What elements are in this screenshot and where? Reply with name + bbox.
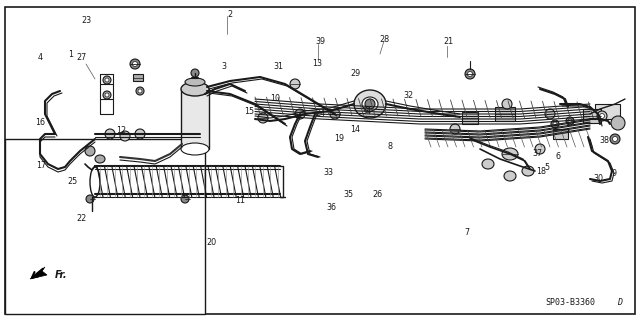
Bar — [553, 129, 568, 139]
Bar — [495, 107, 515, 121]
Text: 13: 13 — [312, 59, 322, 68]
Ellipse shape — [504, 171, 516, 181]
Ellipse shape — [535, 144, 545, 154]
Ellipse shape — [181, 143, 209, 155]
Text: 25: 25 — [67, 177, 77, 186]
Ellipse shape — [330, 109, 340, 119]
Text: 22: 22 — [77, 214, 87, 223]
Text: 32: 32 — [403, 91, 413, 100]
Ellipse shape — [502, 148, 518, 160]
Circle shape — [105, 78, 109, 82]
Circle shape — [610, 134, 620, 144]
Text: 33: 33 — [323, 168, 333, 177]
Text: 29: 29 — [350, 69, 360, 78]
Ellipse shape — [611, 116, 625, 130]
Text: 28: 28 — [379, 35, 389, 44]
Text: SP03-B3360: SP03-B3360 — [545, 298, 595, 307]
Text: 17: 17 — [36, 161, 47, 170]
Text: 24: 24 — [315, 109, 325, 118]
Text: 19: 19 — [334, 134, 344, 143]
Text: 18: 18 — [536, 167, 546, 176]
Circle shape — [551, 120, 559, 128]
Ellipse shape — [295, 109, 305, 119]
Ellipse shape — [95, 155, 105, 163]
Circle shape — [105, 93, 109, 97]
Text: 16: 16 — [35, 118, 45, 127]
Circle shape — [130, 59, 140, 69]
Text: 39: 39 — [315, 37, 325, 46]
Text: 15: 15 — [244, 107, 255, 116]
Circle shape — [136, 87, 144, 95]
Bar — [181, 89, 209, 149]
Ellipse shape — [597, 111, 607, 121]
Text: 8: 8 — [388, 142, 393, 151]
Circle shape — [612, 137, 618, 142]
Circle shape — [553, 122, 557, 126]
Circle shape — [600, 114, 605, 118]
Text: 38: 38 — [600, 136, 610, 145]
Ellipse shape — [185, 78, 205, 86]
Text: 1: 1 — [68, 50, 73, 59]
Circle shape — [138, 89, 142, 93]
Text: 21: 21 — [443, 37, 453, 46]
Ellipse shape — [522, 166, 534, 176]
Polygon shape — [30, 267, 47, 279]
Bar — [5, 139, 205, 314]
Circle shape — [132, 62, 138, 66]
Text: 14: 14 — [350, 125, 360, 134]
Text: 37: 37 — [532, 149, 543, 158]
Bar — [462, 112, 478, 124]
Text: 23: 23 — [81, 16, 92, 25]
Text: 27: 27 — [77, 53, 87, 62]
Text: 10: 10 — [270, 94, 280, 103]
Text: 34: 34 — [362, 107, 372, 116]
Ellipse shape — [135, 129, 145, 139]
Bar — [595, 104, 620, 119]
Text: 31: 31 — [273, 63, 284, 71]
Text: 30: 30 — [593, 174, 604, 183]
Ellipse shape — [545, 109, 555, 119]
Circle shape — [103, 76, 111, 84]
Ellipse shape — [290, 79, 300, 89]
Text: 36: 36 — [326, 203, 337, 212]
Circle shape — [86, 195, 94, 203]
Text: Fr.: Fr. — [55, 270, 68, 280]
Text: D: D — [617, 298, 622, 307]
Circle shape — [85, 146, 95, 156]
Text: 7: 7 — [465, 228, 470, 237]
Text: 4: 4 — [37, 53, 42, 62]
Bar — [583, 109, 601, 123]
Ellipse shape — [258, 113, 268, 123]
Ellipse shape — [90, 167, 100, 197]
Ellipse shape — [482, 159, 494, 169]
Text: 5: 5 — [545, 163, 550, 172]
Text: 3: 3 — [221, 63, 227, 71]
Circle shape — [103, 91, 111, 99]
Ellipse shape — [120, 131, 130, 141]
Circle shape — [365, 99, 375, 109]
Text: 9: 9 — [612, 169, 617, 178]
Text: 20: 20 — [206, 238, 216, 247]
Text: 26: 26 — [372, 190, 383, 199]
Ellipse shape — [502, 99, 512, 109]
Circle shape — [566, 117, 574, 125]
Ellipse shape — [450, 124, 460, 134]
Circle shape — [181, 195, 189, 203]
Ellipse shape — [362, 97, 378, 111]
Text: 12: 12 — [116, 126, 127, 135]
Circle shape — [568, 119, 572, 123]
Ellipse shape — [354, 90, 386, 118]
Text: 6: 6 — [556, 152, 561, 161]
Circle shape — [465, 69, 475, 79]
Ellipse shape — [191, 69, 199, 77]
Text: 35: 35 — [344, 190, 354, 199]
Ellipse shape — [181, 82, 209, 96]
Bar — [133, 74, 143, 81]
Text: 2: 2 — [228, 10, 233, 19]
Ellipse shape — [105, 129, 115, 139]
Text: 11: 11 — [235, 197, 245, 205]
Circle shape — [467, 71, 472, 77]
